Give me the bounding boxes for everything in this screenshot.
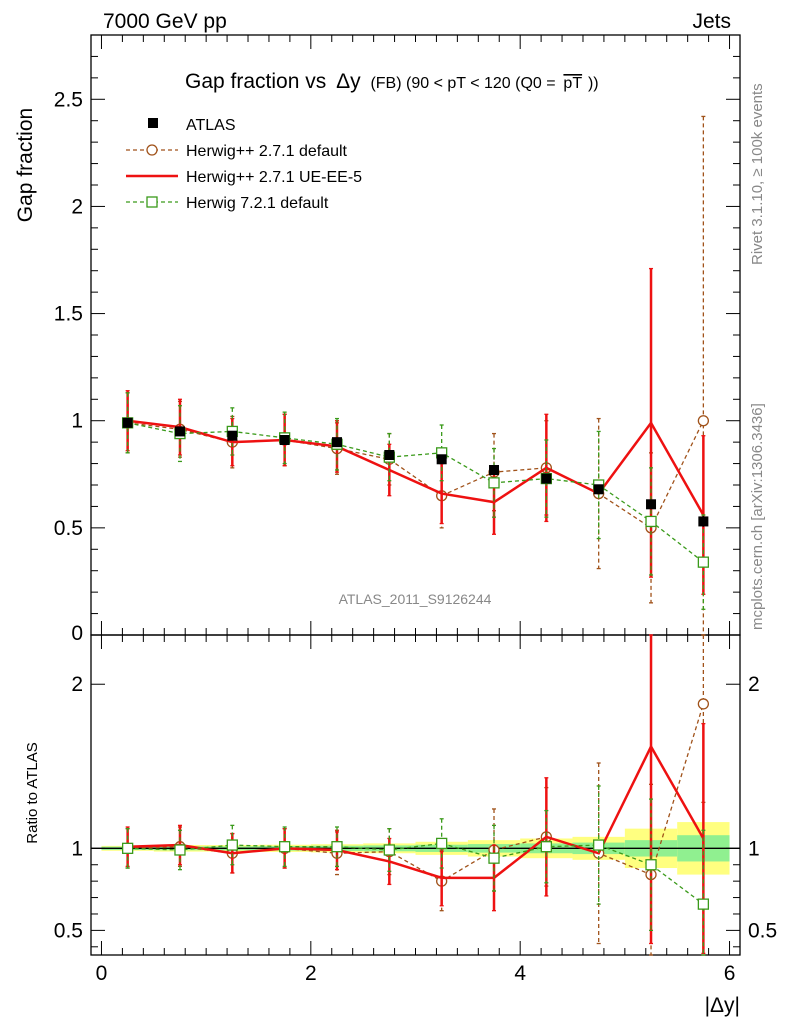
data-point <box>226 839 238 851</box>
legend-label-herwigpp-default: Herwig++ 2.7.1 default <box>186 143 348 160</box>
analysis-label: ATLAS_2011_S9126244 <box>339 591 492 607</box>
title-main: Gap fraction vs <box>185 70 326 93</box>
data-point <box>383 844 395 856</box>
legend-entry-herwigpp-ueee5: Herwig++ 2.7.1 UE-EE-5 <box>126 169 362 186</box>
legend: ATLAS Herwig++ 2.7.1 default Herwig++ 2.… <box>126 117 362 212</box>
ratio-plot-frame <box>90 634 741 956</box>
y-tick-label-right: 2 <box>748 673 760 696</box>
legend-label-atlas: ATLAS <box>186 117 236 134</box>
rivet-label: Rivet 3.1.10, ≥ 100k events <box>749 83 766 265</box>
series-line <box>127 419 705 516</box>
data-point <box>489 465 500 475</box>
series-line <box>127 420 704 529</box>
data-point <box>541 473 552 484</box>
ratio-series-herwig-2-7-1-default <box>121 634 710 956</box>
x-tick-label: 0 <box>96 962 108 985</box>
data-point <box>174 426 185 437</box>
data-point <box>121 842 134 854</box>
data-point <box>331 437 342 448</box>
ratio-xlabel: |Δy| <box>705 994 740 1017</box>
title-delta: Δy <box>336 70 361 93</box>
legend-entry-herwigpp-default: Herwig++ 2.7.1 default <box>126 143 348 160</box>
x-tick-label: 2 <box>305 962 317 985</box>
y-tick-label: 0 <box>71 622 83 645</box>
data-point <box>384 450 395 460</box>
series-line <box>127 422 704 563</box>
data-point <box>593 839 605 851</box>
data-point <box>488 852 500 864</box>
y-tick-label-right: 1 <box>748 837 760 860</box>
ratio-series-herwig-7-2-1-default <box>121 785 710 956</box>
y-tick-label: 0.5 <box>54 517 83 540</box>
data-point <box>488 477 500 489</box>
data-point <box>174 844 186 856</box>
y-tick-label: 1 <box>71 410 83 433</box>
header-energy: 7000 GeV pp <box>103 10 227 33</box>
data-point <box>436 837 448 850</box>
title-sub: (FB) (90 < pT < 120 (Q0 = <box>370 75 555 92</box>
data-point <box>227 430 238 441</box>
data-point <box>593 484 604 495</box>
legend-entry-herwig7: Herwig 7.2.1 default <box>126 195 329 212</box>
legend-label-herwig7: Herwig 7.2.1 default <box>186 195 329 212</box>
ratio-series-herwig-2-7-1-ue-ee-5 <box>125 634 706 955</box>
y-tick-label: 1 <box>71 837 83 860</box>
title-close: )) <box>588 75 599 92</box>
main-ylabel: Gap fraction <box>14 108 37 222</box>
legend-entry-atlas: ATLAS <box>148 117 236 134</box>
plot-layer: 0.5 1 1.5 2 2.5 0 0.5 0.5 1 1 2 2 0 2 4 6 <box>54 34 777 985</box>
legend-marker-herwigpp-default <box>146 144 158 156</box>
legend-marker-atlas <box>148 118 158 128</box>
data-point <box>697 415 710 427</box>
data-point <box>697 698 710 710</box>
data-point <box>697 898 710 910</box>
y-tick-label: 1.5 <box>54 303 83 326</box>
mcplots-label: mcplots.cern.ch [arXiv:1306.3436] <box>749 403 766 630</box>
data-point <box>540 841 552 853</box>
data-point <box>645 515 657 528</box>
data-point <box>645 859 657 871</box>
x-tick-label: 6 <box>724 962 736 985</box>
legend-label-herwigpp-ueee5: Herwig++ 2.7.1 UE-EE-5 <box>186 169 362 186</box>
data-point <box>122 417 133 428</box>
y-tick-label: 2 <box>71 673 83 696</box>
data-point <box>436 454 447 465</box>
legend-marker-herwig7 <box>146 196 158 208</box>
data-point <box>698 516 709 527</box>
main-series-herwig-2-7-1-ue-ee-5 <box>125 267 706 595</box>
data-point <box>331 841 343 853</box>
y-tick-label: 0.5 <box>54 919 83 942</box>
y-tick-label: 2.5 <box>54 88 83 111</box>
ratio-ylabel: Ratio to ATLAS <box>24 742 41 843</box>
data-point <box>697 556 710 568</box>
header-jets: Jets <box>692 10 731 33</box>
series-line <box>127 743 705 880</box>
main-series-herwig-7-2-1-default <box>121 392 710 610</box>
main-series-atlas <box>122 417 709 527</box>
series-line <box>127 842 704 905</box>
data-point <box>646 499 657 510</box>
title-q0: pT <box>563 75 582 92</box>
data-point <box>279 841 291 853</box>
y-tick-label: 2 <box>71 195 83 218</box>
chart-title: Gap fraction vs Δy (FB) (90 < pT < 120 (… <box>185 70 599 93</box>
y-tick-label-right: 0.5 <box>748 919 777 942</box>
x-tick-label: 4 <box>514 962 526 985</box>
data-point <box>279 435 290 445</box>
